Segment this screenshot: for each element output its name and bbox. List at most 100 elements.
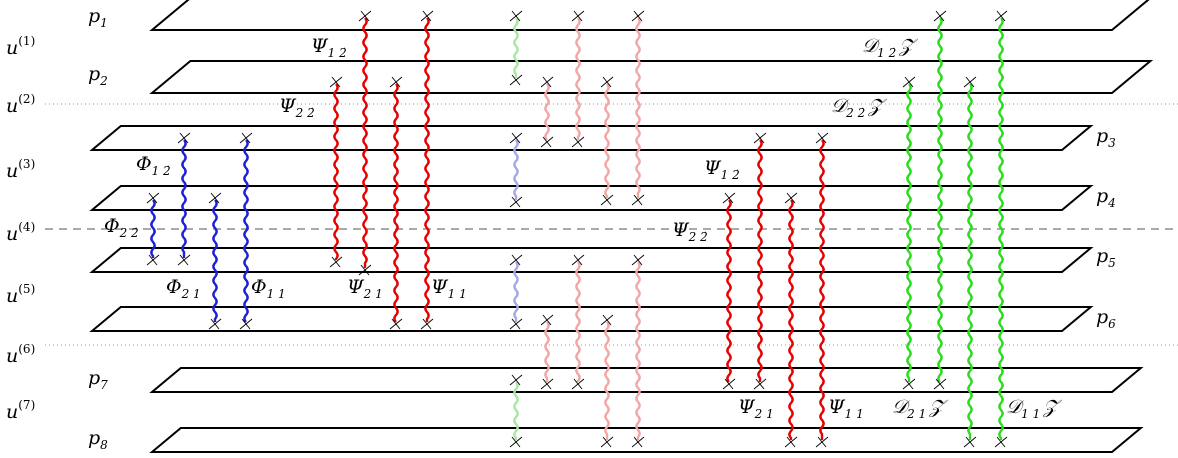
field-label-10: Ψ2 2̇ [672, 219, 708, 244]
wavy-line-blue-20 [212, 199, 218, 322]
field-label-13-base: 𝒟 [862, 35, 881, 57]
u-label-3-sup: (3) [18, 157, 35, 171]
u-label-7: u(7) [6, 398, 35, 423]
cross-mark-top-10 [509, 132, 523, 144]
plane-label-6: p6 [1096, 306, 1116, 331]
field-label-3-base: Φ [136, 153, 152, 175]
u-label-5: u(5) [6, 282, 35, 307]
plane-label-4: p4 [1096, 185, 1116, 210]
plane-label-2-sub: 2 [99, 74, 108, 88]
brane-plane-6 [89, 306, 1094, 332]
separator-lines [45, 103, 1178, 346]
field-label-7-sub: 2 1 [363, 287, 383, 301]
wavy-line-red-light-8 [544, 83, 550, 141]
cross-mark-top-18 [239, 132, 253, 144]
wavy-line-green-26 [998, 17, 1004, 440]
field-label-16-base: 𝒟 [1006, 396, 1025, 418]
cross-mark-bottom-9 [600, 194, 614, 206]
cross-mark-bottom-28 [963, 436, 977, 448]
u-label-6-sup: (6) [18, 342, 35, 356]
wavy-line-green-27 [906, 83, 912, 382]
cross-mark-bottom-2 [420, 318, 434, 330]
cross-mark-bottom-10 [509, 196, 523, 208]
u-label-2-base: u [6, 95, 18, 117]
cross-mark-top-12 [571, 254, 585, 266]
cross-mark-top-8 [540, 76, 554, 88]
u-label-2: u(2) [6, 92, 35, 117]
wavy-line-red-22 [819, 139, 825, 440]
plane-label-1: p1 [88, 5, 108, 30]
field-label-15-base: 𝒟 [892, 396, 911, 418]
field-label-1-sub: 1 2̇ [328, 46, 347, 60]
u-label-1-base: u [6, 37, 18, 59]
field-label-14-tail: 𝒵 [867, 95, 887, 117]
cross-mark-bottom-20 [208, 318, 222, 330]
cross-mark-bottom-3 [329, 256, 343, 268]
wavy-line-red-light-15 [604, 321, 610, 440]
wavy-line-red-light-7 [635, 17, 641, 198]
cross-mark-top-2 [420, 10, 434, 22]
field-label-1-base: Ψ [311, 35, 329, 57]
plane-label-2: p2 [88, 63, 108, 88]
field-label-4: Φ2 2̇ [104, 215, 139, 240]
cross-mark-bottom-13 [631, 436, 645, 448]
cross-mark-top-20 [208, 192, 222, 204]
wavy-line-blue-light-10 [513, 139, 519, 200]
plane-label-3-sub: 3 [1108, 136, 1116, 150]
u-label-1-sup: (1) [18, 34, 35, 48]
field-label-13-tail: 𝒵 [898, 35, 918, 57]
cross-mark-top-24 [784, 192, 798, 204]
plane-label-5: p5 [1096, 245, 1116, 270]
cross-mark-top-13 [631, 254, 645, 266]
wavy-line-blue-19 [150, 199, 156, 258]
cross-mark-top-16 [509, 374, 523, 386]
field-label-14: 𝒟2 2̇ 𝒵 [831, 95, 887, 120]
u-label-1: u(1) [6, 34, 35, 59]
wavy-line-green-light-5 [513, 17, 519, 78]
cross-mark-bottom-23 [722, 378, 736, 390]
wavy-line-red-light-6 [575, 17, 581, 140]
field-label-2: Ψ2 2̇ [279, 95, 315, 120]
field-label-11-sub: 2 1 [754, 407, 774, 421]
u-label-3: u(3) [6, 157, 35, 182]
cross-mark-bottom-5 [509, 74, 523, 86]
cross-mark-top-23 [722, 192, 736, 204]
u-label-6-base: u [6, 345, 18, 367]
cross-mark-top-25 [933, 10, 947, 22]
brane-planes [89, 0, 1154, 453]
brane-plane-8 [149, 427, 1144, 453]
wavy-line-red-4 [393, 83, 399, 323]
field-label-7: Ψ2 1 [347, 276, 383, 301]
cross-mark-bottom-7 [631, 194, 645, 206]
field-label-2-base: Ψ [279, 95, 297, 117]
u-label-6: u(6) [6, 342, 35, 367]
u-label-4: u(4) [6, 220, 35, 245]
field-label-1: Ψ1 2̇ [311, 35, 347, 60]
brane-plane-5 [89, 247, 1094, 273]
field-label-11-base: Ψ [738, 396, 756, 418]
field-label-14-sub: 2 2̇ [845, 106, 865, 120]
plane-label-6-base: p [1096, 306, 1108, 328]
wavy-line-red-light-13 [635, 261, 641, 440]
wavy-line-red-23 [726, 199, 732, 383]
cross-mark-bottom-1 [358, 264, 372, 276]
cross-mark-bottom-25 [933, 378, 947, 390]
field-label-6: Φ1 1 [251, 276, 286, 301]
cross-mark-bottom-6 [571, 136, 585, 148]
cross-mark-top-11 [509, 254, 523, 266]
plane-label-8-base: p [88, 427, 100, 449]
wavy-line-red-3 [333, 83, 339, 260]
cross-mark-bottom-16 [509, 436, 523, 448]
brane-plane-4 [89, 185, 1094, 211]
field-label-6-sub: 1 1 [267, 287, 286, 301]
cross-mark-bottom-26 [994, 436, 1008, 448]
cross-mark-bottom-21 [753, 378, 767, 390]
cross-mark-top-27 [902, 76, 916, 88]
cross-mark-bottom-22 [815, 436, 829, 448]
wavy-field-lines [150, 17, 1004, 440]
cross-mark-top-22 [815, 132, 829, 144]
plane-label-2-base: p [88, 63, 100, 85]
field-label-5: Φ2 1 [166, 276, 201, 301]
cross-mark-top-4 [389, 76, 403, 88]
plane-label-8-sub: 8 [100, 438, 108, 452]
